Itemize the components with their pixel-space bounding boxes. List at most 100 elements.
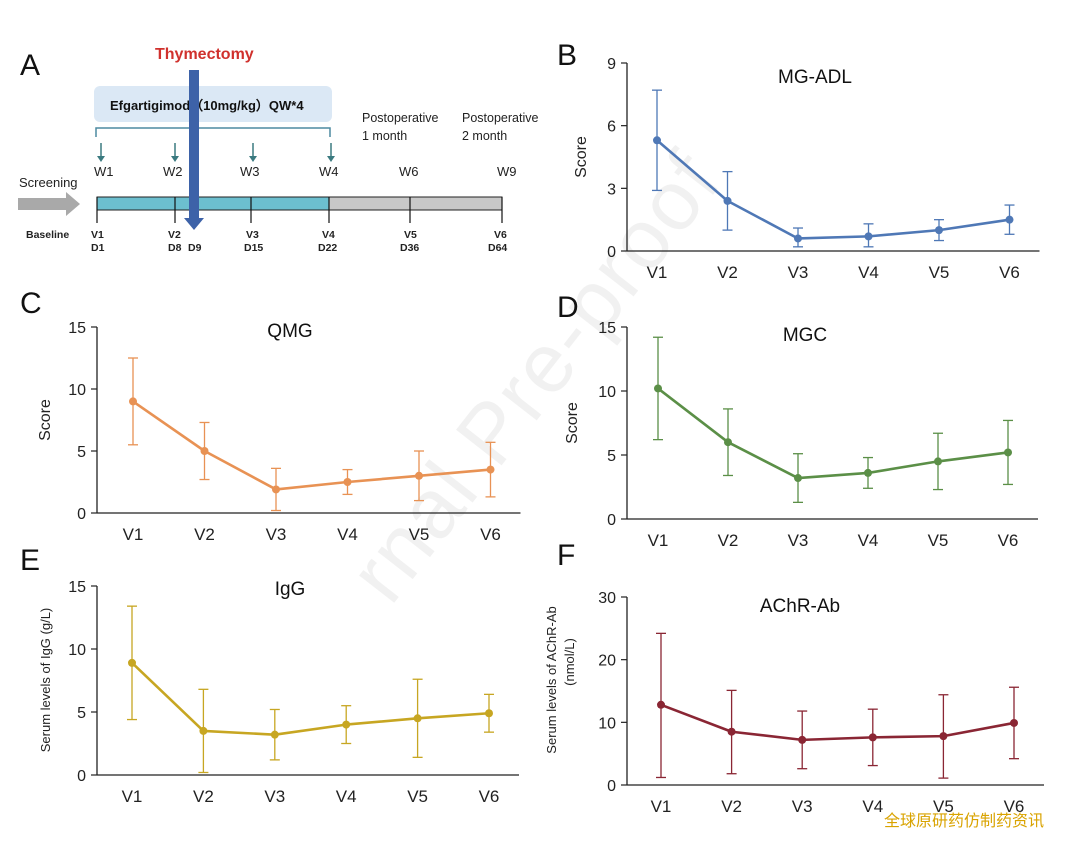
day-label: D22 [318,242,337,254]
y-axis-label: Score [573,136,590,178]
x-tick-label: V1 [651,797,672,816]
panel-letter-c: C [20,287,42,320]
panel-letter-f: F [557,539,575,572]
week-label: W1 [94,164,114,179]
y-tick-label: 10 [598,715,616,732]
panel-letter-a: A [20,49,40,82]
x-tick-label: V3 [788,263,809,282]
x-tick-label: V4 [337,525,358,544]
data-point [272,485,280,494]
thymectomy-arrowhead [184,218,204,230]
week-label: W6 [399,164,419,179]
series-line [660,703,1015,742]
y-axis-label: Serum levels of AChR-Ab [544,606,559,753]
x-tick-label: V4 [862,797,883,816]
x-tick-label: V1 [647,263,668,282]
week-label: W9 [497,164,517,179]
data-point [342,720,351,729]
x-tick-label: V3 [264,787,285,806]
data-point [657,700,665,709]
series-line [132,400,491,491]
y-tick-label: 6 [607,119,616,136]
y-tick-label: 15 [598,320,616,337]
screening-label: Screening [19,175,78,190]
panel-b-mg-adl-chart: B 0 3 6 9 V1 V2 V3 V4 V5 V6 MG-ADL Score [557,39,1040,282]
y-axis-label: Serum levels of IgG (g/L) [38,608,53,753]
data-point [934,457,942,466]
data-point [200,447,209,455]
data-point [128,658,136,667]
y-tick-label: 30 [598,590,616,607]
y-tick-label: 0 [77,506,86,523]
day-label: D15 [244,242,263,254]
data-point [343,478,352,486]
data-point [868,733,877,742]
x-tick-label: V5 [407,787,428,806]
dose-arrow [171,143,179,162]
treatment-box [94,86,332,122]
x-tick-label: V6 [999,263,1020,282]
data-point [723,196,732,205]
data-point [724,438,732,447]
data-point [864,232,873,241]
thymectomy-arrow [189,70,199,220]
y-tick-label: 5 [607,448,616,465]
data-point [485,709,493,718]
chart-title: IgG [275,579,306,600]
x-tick-label: V6 [998,531,1019,550]
series-line [656,139,1010,240]
x-tick-label: V6 [479,787,500,806]
y-tick-label: 15 [68,579,86,596]
week-label: W2 [163,164,183,179]
data-point [199,726,208,735]
data-point [864,468,872,477]
chart-title: MGC [783,325,827,346]
y-tick-label: 20 [598,653,616,670]
panel-d-mgc-chart: D 0 5 10 15 V1 V2 V3 V4 V5 V6 MGC Score [557,291,1038,550]
data-point [939,732,948,741]
visit-label: V5 [404,229,417,241]
visit-label: V6 [494,229,507,241]
surgery-day-label: D9 [188,242,202,254]
treatment-period-bar [96,196,330,211]
series-line [131,661,490,736]
x-tick-label: V4 [858,263,879,282]
x-tick-label: V3 [266,525,287,544]
y-tick-label: 0 [77,768,86,785]
x-tick-label: V2 [194,525,215,544]
x-tick-label: V4 [858,531,879,550]
data-point [727,727,736,736]
data-point [798,735,807,744]
baseline-label: Baseline [26,229,69,241]
x-tick-label: V2 [193,787,214,806]
visit-label: V3 [246,229,259,241]
y-tick-label: 0 [607,512,616,529]
data-point [794,474,802,483]
data-point [1005,215,1014,224]
data-point [129,397,137,406]
x-tick-label: V1 [123,525,144,544]
y-tick-label: 15 [68,320,86,337]
x-tick-label: V2 [717,263,738,282]
data-point [1010,718,1018,727]
week-label: W3 [240,164,260,179]
thymectomy-label: Thymectomy [155,46,254,63]
x-tick-label: V5 [928,531,949,550]
chart-title: QMG [267,321,312,342]
data-point [413,714,422,723]
visit-label: V4 [322,229,335,241]
data-point [654,384,662,393]
y-tick-label: 9 [607,56,616,73]
x-tick-label: V3 [788,531,809,550]
panel-letter-d: D [557,291,579,324]
dose-arrow [327,143,335,162]
data-point [653,136,661,145]
y-tick-label: 10 [68,382,86,399]
x-tick-label: V6 [1004,797,1025,816]
day-label: D64 [488,242,507,254]
chart-title: AChR-Ab [760,596,840,617]
x-tick-label: V3 [792,797,813,816]
y-tick-label: 5 [77,705,86,722]
visit-label: V1 [91,229,104,241]
